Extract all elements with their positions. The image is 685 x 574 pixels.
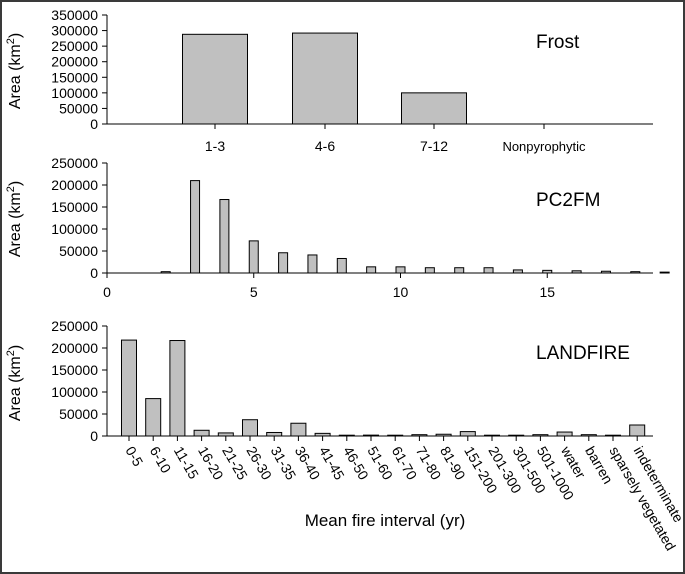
frost-x-tick-label: 4-6 [315,138,335,154]
pc2fm-bar [630,271,641,274]
pc2fm-y-tick-label: 0 [90,265,98,281]
pc2fm-x-tick-label: 5 [250,284,258,300]
frost-y-tick-label: 300000 [51,23,98,39]
pc2fm-bar [454,267,465,274]
landfire-bar [580,434,597,437]
frost-bar [401,92,467,125]
pc2fm-bar [307,254,318,274]
pc2fm-bar [278,252,289,274]
pc2fm-y-axis-title: Area (km2) [5,181,24,257]
landfire-bar [290,422,307,437]
frost-bar [292,32,358,125]
pc2fm-bar [395,266,406,274]
frost-panel-label: Frost [536,32,580,53]
landfire-bar [532,434,549,437]
landfire-bar [145,398,162,437]
landfire-y-axis-title: Area (km2) [5,345,24,421]
landfire-bar [314,432,331,437]
landfire-y-tick-label: 200000 [51,340,98,356]
pc2fm-bar [190,180,201,274]
pc2fm-bar [248,240,259,274]
frost-y-tick-label: 250000 [51,38,98,54]
landfire-bar [121,339,137,437]
landfire-y-tick-label: 100000 [51,384,98,400]
pc2fm-bar [512,269,523,274]
landfire-y-tick-label: 0 [90,428,98,444]
landfire-bar [435,433,452,437]
frost-y-tick-label: 200000 [51,54,98,70]
landfire-y-tick-label: 50000 [59,406,98,422]
pc2fm-bar [659,271,670,274]
pc2fm-x-tick-label: 10 [393,284,409,300]
frost-y-tick-label: 100000 [51,85,98,101]
pc2fm-panel: PC2FM Area (km2) 0 50000 100000 150000 20000… [5,155,670,300]
pc2fm-bar [600,270,611,274]
landfire-bar [459,431,476,437]
frost-y-tick-label: 0 [90,116,98,132]
pc2fm-y-tick-label: 250000 [51,155,98,171]
pc2fm-x-tick-label: 15 [539,284,555,300]
landfire-bar [556,431,573,437]
frost-bar [182,33,248,125]
landfire-bar [193,429,210,437]
landfire-bar [508,434,525,437]
pc2fm-y-tick-label: 100000 [51,221,98,237]
landfire-bar [605,434,621,437]
frost-x-tick-label: 1-3 [205,138,225,154]
pc2fm-y-tick-label: 50000 [59,243,98,259]
frost-y-tick-label: 150000 [51,69,98,85]
frost-y-axis-title: Area (km2) [5,33,24,109]
landfire-bar [169,340,186,437]
landfire-panel-label: LANDFIRE [536,343,630,364]
landfire-bar [338,434,355,437]
pc2fm-bar [542,269,553,274]
pc2fm-bar [219,199,230,274]
landfire-bar [484,434,500,437]
pc2fm-bar [571,270,582,274]
pc2fm-y-tick-label: 200000 [51,177,98,193]
pc2fm-panel-label: PC2FM [536,190,600,211]
pc2fm-bar [483,267,494,274]
frost-x-tick-label: 7-12 [420,138,448,154]
landfire-y-tick-label: 150000 [51,362,98,378]
frost-x-tick-label: Nonpyrophytic [502,139,586,154]
landfire-y-tick-label: 250000 [51,318,98,334]
frost-panel: Frost Area (km2) 05000010000015000020000… [5,7,653,154]
pc2fm-bar [336,257,347,274]
frost-y-tick-label: 350000 [51,7,98,23]
landfire-bar [411,434,428,437]
landfire-bar [629,424,646,437]
landfire-bar [387,434,404,437]
landfire-bar [266,431,283,437]
frost-y-tick-label: 50000 [59,100,98,116]
pc2fm-x-tick-label: 0 [103,284,111,300]
landfire-bar [242,419,258,437]
pc2fm-y-tick-label: 150000 [51,199,98,215]
landfire-bar [363,434,379,437]
pc2fm-bar [424,267,435,274]
landfire-bar [217,432,234,437]
pc2fm-bar [160,271,171,274]
x-axis-title: Mean fire interval (yr) [305,511,466,530]
pc2fm-bar [366,266,377,274]
